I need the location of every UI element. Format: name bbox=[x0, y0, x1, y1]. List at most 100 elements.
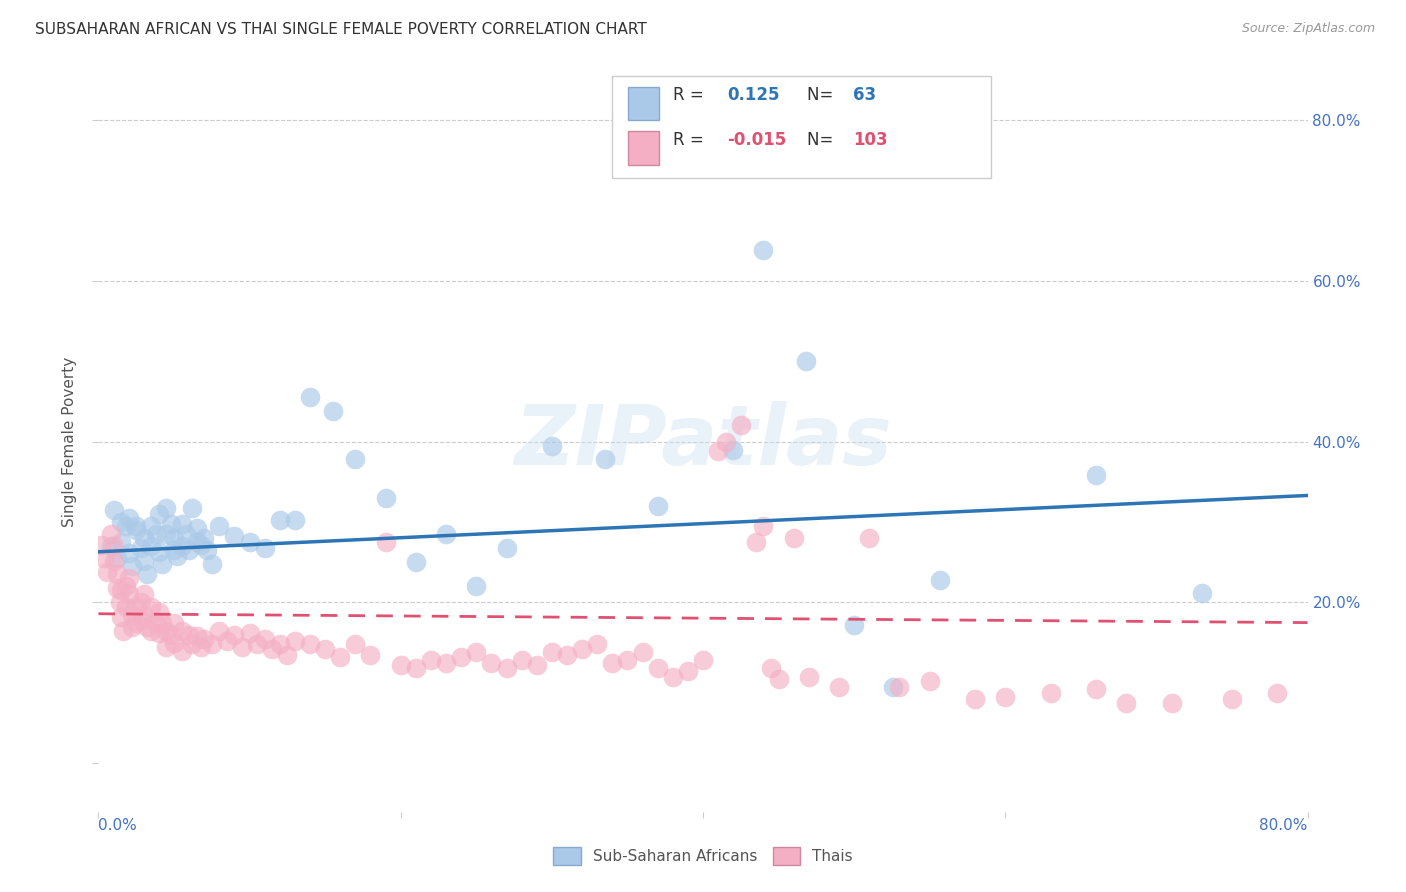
Point bbox=[179, 628, 201, 642]
Point bbox=[1220, 692, 1243, 706]
Point bbox=[269, 513, 291, 527]
Point bbox=[224, 529, 246, 543]
Point bbox=[828, 680, 851, 694]
Point bbox=[135, 567, 157, 582]
Point bbox=[155, 640, 177, 654]
Point bbox=[132, 607, 155, 622]
Point bbox=[170, 539, 193, 553]
Point bbox=[132, 531, 155, 545]
Text: 0.125: 0.125 bbox=[727, 87, 779, 104]
Point bbox=[118, 511, 141, 525]
Point bbox=[616, 653, 638, 667]
Point bbox=[759, 661, 782, 675]
Point bbox=[495, 661, 517, 675]
Point bbox=[193, 632, 215, 646]
Point bbox=[125, 519, 148, 533]
Point bbox=[239, 535, 262, 549]
Point bbox=[105, 567, 128, 582]
Point bbox=[360, 648, 382, 662]
Point bbox=[593, 452, 616, 467]
Text: 80.0%: 80.0% bbox=[1260, 818, 1308, 833]
Point bbox=[148, 507, 170, 521]
Point bbox=[730, 418, 752, 433]
Text: 0.0%: 0.0% bbox=[98, 818, 138, 833]
Point bbox=[166, 549, 188, 563]
Text: Source: ZipAtlas.com: Source: ZipAtlas.com bbox=[1241, 22, 1375, 36]
Text: -0.015: -0.015 bbox=[727, 131, 786, 149]
Point bbox=[118, 571, 141, 585]
Point bbox=[114, 519, 136, 533]
Point bbox=[752, 243, 775, 257]
Point bbox=[170, 624, 193, 638]
Point bbox=[586, 637, 609, 651]
Point bbox=[186, 521, 208, 535]
Point bbox=[647, 661, 669, 675]
Point bbox=[434, 656, 457, 670]
Point bbox=[797, 669, 820, 683]
Point bbox=[495, 541, 517, 555]
Text: N=: N= bbox=[807, 87, 838, 104]
Point bbox=[707, 444, 730, 458]
Point bbox=[190, 640, 212, 654]
Point bbox=[752, 519, 775, 533]
Point bbox=[794, 354, 817, 368]
Point bbox=[129, 595, 152, 609]
Point bbox=[647, 499, 669, 513]
Point bbox=[181, 637, 204, 651]
Point bbox=[929, 573, 952, 587]
Text: R =: R = bbox=[673, 87, 710, 104]
Point bbox=[768, 672, 790, 686]
Point bbox=[602, 656, 624, 670]
Point bbox=[215, 634, 238, 648]
Point bbox=[163, 543, 186, 558]
Point bbox=[224, 628, 246, 642]
Point bbox=[145, 527, 167, 541]
Point bbox=[155, 500, 177, 515]
Point bbox=[889, 680, 911, 694]
Point bbox=[262, 642, 284, 657]
Point bbox=[181, 500, 204, 515]
Point bbox=[405, 661, 427, 675]
Point bbox=[1039, 685, 1062, 699]
Point bbox=[344, 452, 367, 467]
Point bbox=[465, 645, 488, 659]
Point bbox=[121, 607, 143, 622]
Point bbox=[110, 583, 132, 598]
Point bbox=[170, 644, 193, 658]
Point bbox=[344, 637, 367, 651]
Point bbox=[105, 551, 128, 566]
Point bbox=[118, 545, 141, 560]
Point bbox=[1267, 685, 1289, 699]
Point bbox=[714, 434, 737, 449]
Text: R =: R = bbox=[673, 131, 710, 149]
Point bbox=[100, 539, 122, 553]
Point bbox=[163, 615, 186, 630]
Point bbox=[540, 645, 562, 659]
Point bbox=[160, 628, 183, 642]
Point bbox=[195, 543, 218, 558]
Point bbox=[918, 674, 941, 689]
Text: 103: 103 bbox=[853, 131, 889, 149]
Point bbox=[150, 615, 173, 630]
Point bbox=[190, 537, 212, 551]
Point bbox=[148, 605, 170, 619]
Text: ZIPatlas: ZIPatlas bbox=[515, 401, 891, 482]
Point bbox=[114, 579, 136, 593]
Point bbox=[299, 637, 322, 651]
Text: SUBSAHARAN AFRICAN VS THAI SINGLE FEMALE POVERTY CORRELATION CHART: SUBSAHARAN AFRICAN VS THAI SINGLE FEMALE… bbox=[35, 22, 647, 37]
Point bbox=[174, 527, 197, 541]
Legend: Sub-Saharan Africans, Thais: Sub-Saharan Africans, Thais bbox=[547, 841, 859, 871]
Point bbox=[965, 692, 987, 706]
Point bbox=[201, 637, 224, 651]
Point bbox=[374, 535, 396, 549]
Point bbox=[103, 554, 125, 568]
Point bbox=[170, 516, 193, 531]
Point bbox=[1160, 696, 1182, 710]
Text: 63: 63 bbox=[853, 87, 876, 104]
Point bbox=[322, 404, 344, 418]
Point bbox=[405, 555, 427, 569]
Point bbox=[121, 619, 143, 633]
Point bbox=[994, 690, 1017, 705]
Point bbox=[135, 619, 157, 633]
Point bbox=[155, 527, 177, 541]
